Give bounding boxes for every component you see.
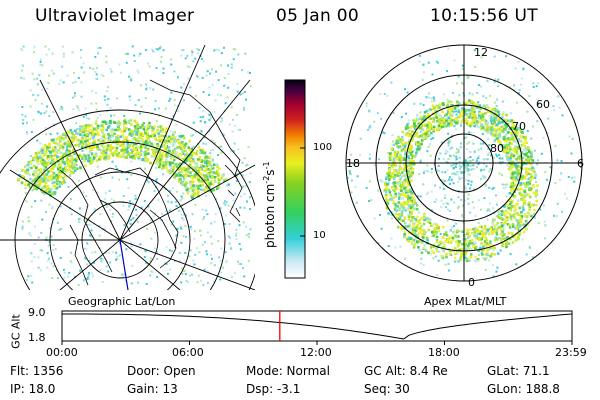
lat-label-60: 60 [536, 98, 550, 111]
colorbar [284, 79, 306, 279]
lat-label-80: 80 [490, 142, 504, 155]
door-status: Door: Open [127, 364, 196, 378]
altitude-ylabel: GC Alt [9, 314, 23, 349]
time-tick-2359: 23:59 [555, 346, 587, 359]
altitude-axis-ticks [61, 341, 573, 345]
colorbar-tick-10: 10 [313, 230, 326, 241]
time-tick-0600: 06:00 [172, 346, 204, 359]
altitude-tick-1-8: 1.8 [28, 331, 46, 344]
left-aurora-layer [17, 118, 231, 200]
colorbar-tick-100: 100 [313, 142, 333, 153]
gc-altitude: GC Alt: 8.4 Re [364, 364, 448, 378]
geographic-panel-label: Geographic Lat/Lon [68, 295, 176, 308]
flight-number: Flt: 1356 [10, 364, 64, 378]
meridian-lines [0, 44, 255, 290]
instrument-title: Ultraviolet Imager [35, 6, 195, 26]
apex-panel-label: Apex MLat/MLT [424, 295, 507, 308]
colorbar-unit-label: photon cm-2s-1 [262, 161, 277, 248]
gain-value: Gain: 13 [127, 382, 178, 396]
dsp-value: Dsp: -3.1 [246, 382, 301, 396]
left-speckle-layer [20, 45, 252, 286]
coastlines [59, 79, 243, 286]
time-tick-1800: 18:00 [428, 346, 460, 359]
time-label: 10:15:56 UT [430, 6, 538, 26]
lat-label-70: 70 [512, 120, 526, 133]
mlt-label-6: 6 [577, 157, 584, 170]
sun-direction-line [119, 239, 129, 290]
sequence-number: Seq: 30 [364, 382, 410, 396]
altitude-curve [62, 313, 573, 340]
polar-grid-lines [346, 45, 582, 281]
mlt-label-18: 18 [346, 157, 360, 170]
geographic-image [0, 44, 255, 290]
geographic-latitude: GLat: 71.1 [487, 364, 550, 378]
mlt-label-0: 0 [468, 276, 475, 289]
polar-mlt-plot [345, 44, 583, 282]
colorbar-ticks [300, 147, 305, 237]
time-tick-1200: 12:00 [300, 346, 332, 359]
time-tick-0000: 00:00 [46, 346, 78, 359]
date-label: 05 Jan 00 [276, 6, 359, 26]
ip-value: IP: 18.0 [10, 382, 56, 396]
geographic-longitude: GLon: 188.8 [487, 382, 560, 396]
mode-status: Mode: Normal [246, 364, 330, 378]
altitude-tick-9: 9.0 [28, 306, 46, 319]
mlt-label-12: 12 [474, 46, 488, 59]
